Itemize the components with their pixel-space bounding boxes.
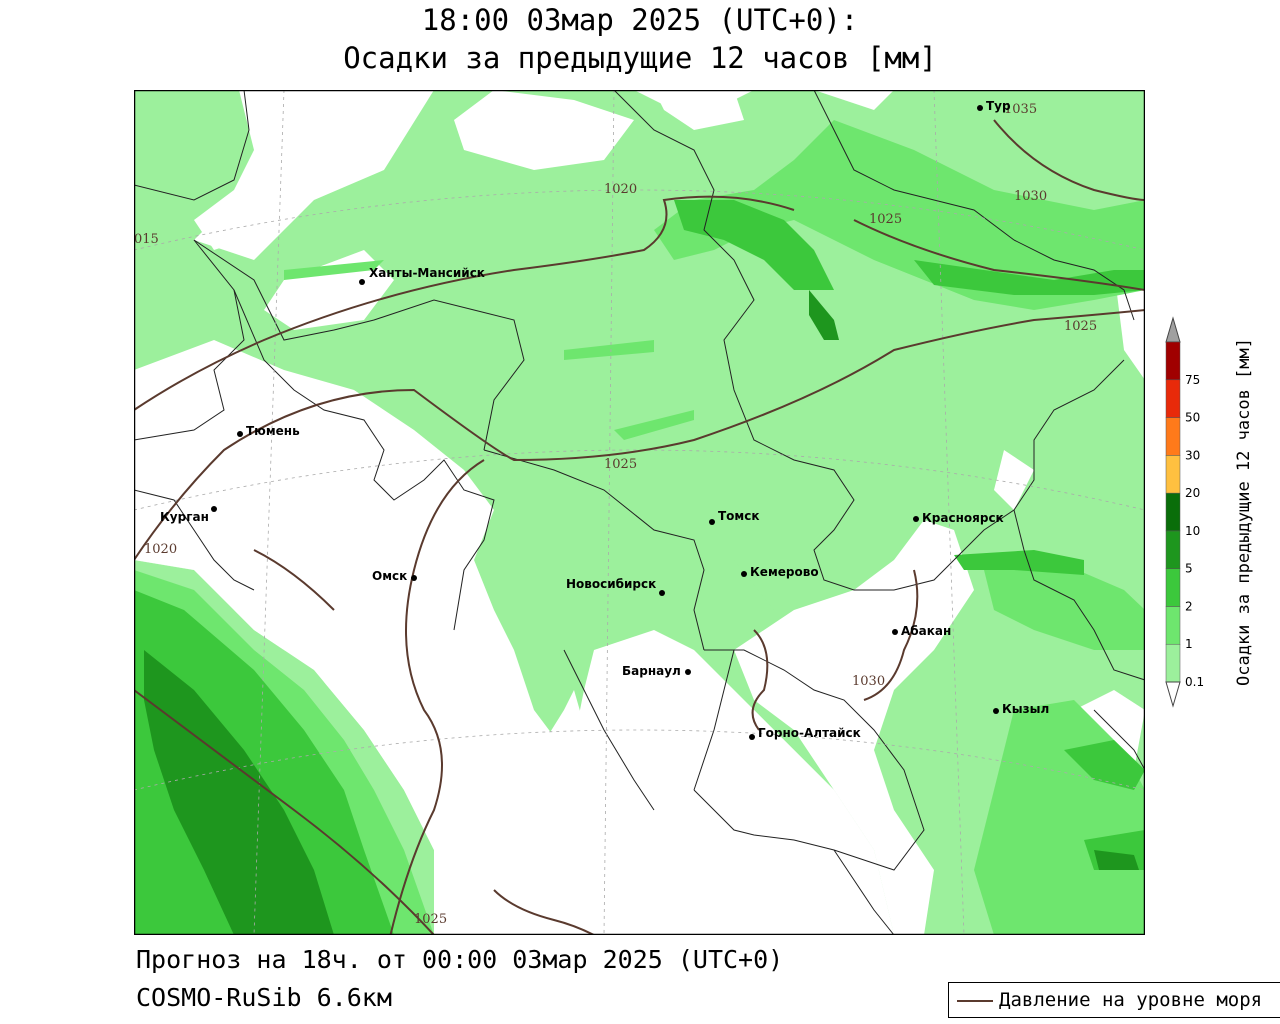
- isobar-label: 1035: [1004, 102, 1037, 117]
- white-gaps: [134, 90, 1145, 935]
- forecast-info: Прогноз на 18ч. от 00:00 03мар 2025 (UTC…: [136, 945, 784, 974]
- colorbar-tick-label: 30: [1185, 448, 1200, 462]
- pressure-legend-label: Давление на уровне моря: [999, 989, 1263, 1011]
- pressure-legend: Давление на уровне моря: [948, 982, 1280, 1018]
- city-dot: [659, 590, 665, 596]
- city-dot: [211, 506, 217, 512]
- isobar-label: 1030: [1014, 189, 1047, 204]
- city-label: Барнаул: [622, 664, 681, 678]
- city-label: Новосибирск: [566, 577, 656, 591]
- isobar-label: 1025: [414, 912, 447, 927]
- isobar-label: 1020: [604, 182, 637, 197]
- city-dot: [359, 279, 365, 285]
- map-title-variable: Осадки за предыдущие 12 часов [мм]: [343, 41, 937, 75]
- colorbar-under-arrow: [1165, 681, 1181, 708]
- precipitation-colorbar: 0.1 1 2 5 10 20 30 50 75: [1165, 316, 1204, 708]
- city-label: Кызыл: [1002, 702, 1049, 716]
- isobar-label: 1025: [604, 457, 637, 472]
- city-label: Кемерово: [750, 565, 819, 579]
- colorbar-title: Осадки за предыдущие 12 часов [мм]: [1234, 338, 1254, 686]
- city-dot: [237, 431, 243, 437]
- city-dot: [993, 708, 999, 714]
- colorbar-swatch: [1165, 643, 1181, 683]
- city-label: Курган: [160, 510, 209, 524]
- colorbar-tick-label: 0.1: [1185, 675, 1204, 689]
- city-label: Абакан: [901, 624, 951, 638]
- graticule: [134, 90, 1145, 935]
- isobar-label: 1025: [1064, 319, 1097, 334]
- precipitation-map: 1035 1030 1025 1020 015 1025 1025 1020 1…: [134, 90, 1145, 935]
- city-dot: [892, 629, 898, 635]
- colorbar-tick-label: 20: [1185, 486, 1200, 500]
- city-dot: [749, 734, 755, 740]
- city-label: Красноярск: [922, 511, 1004, 525]
- isobar-label: 1025: [869, 212, 902, 227]
- city-label: Тур: [986, 99, 1011, 113]
- city-label: Томск: [718, 509, 760, 523]
- city-label: Ханты-Мансийск: [369, 266, 485, 280]
- city-dot: [977, 105, 983, 111]
- city-dot: [741, 571, 747, 577]
- colorbar-tick-label: 75: [1185, 373, 1200, 387]
- city-label: Тюмень: [246, 424, 300, 438]
- map-title-time: 18:00 03мар 2025 (UTC+0):: [421, 3, 859, 37]
- precip-field-dark: [144, 290, 1139, 935]
- colorbar-tick-label: 10: [1185, 524, 1200, 538]
- isobar-label: 1030: [852, 674, 885, 689]
- city-label: Горно-Алтайск: [758, 726, 861, 740]
- colorbar-tick-label: 1: [1185, 637, 1193, 651]
- pressure-legend-line: [957, 1000, 993, 1002]
- colorbar-swatch: [1165, 379, 1181, 418]
- colorbar-tick-label: 50: [1185, 411, 1200, 425]
- colorbar-swatch: [1165, 530, 1181, 569]
- colorbar-tick-label: 5: [1185, 562, 1193, 576]
- isobar-label: 1020: [144, 542, 177, 557]
- isobar-label: 015: [134, 232, 159, 247]
- isobar-labels: 1035 1030 1025 1020 015 1025 1025 1020 1…: [134, 102, 1097, 927]
- colorbar-over-arrow: [1165, 316, 1181, 343]
- colorbar-swatch: [1165, 568, 1181, 607]
- colorbar-tick-label: 2: [1185, 599, 1193, 613]
- colorbar-swatch: [1165, 606, 1181, 645]
- colorbar-swatch: [1165, 341, 1181, 381]
- city-dot: [685, 669, 691, 675]
- region-borders: [134, 90, 1145, 935]
- city-label: Омск: [372, 569, 407, 583]
- city-dot: [411, 575, 417, 581]
- colorbar-swatch: [1165, 417, 1181, 456]
- model-name: COSMO-RuSib 6.6км: [136, 983, 392, 1012]
- colorbar-swatch: [1165, 492, 1181, 532]
- isobars: [134, 119, 1145, 935]
- city-dot: [913, 516, 919, 522]
- colorbar-swatch: [1165, 455, 1181, 494]
- city-dot: [709, 519, 715, 525]
- cities: Ханты-Мансийск Тюмень Курган Омск Новоси…: [160, 99, 1049, 740]
